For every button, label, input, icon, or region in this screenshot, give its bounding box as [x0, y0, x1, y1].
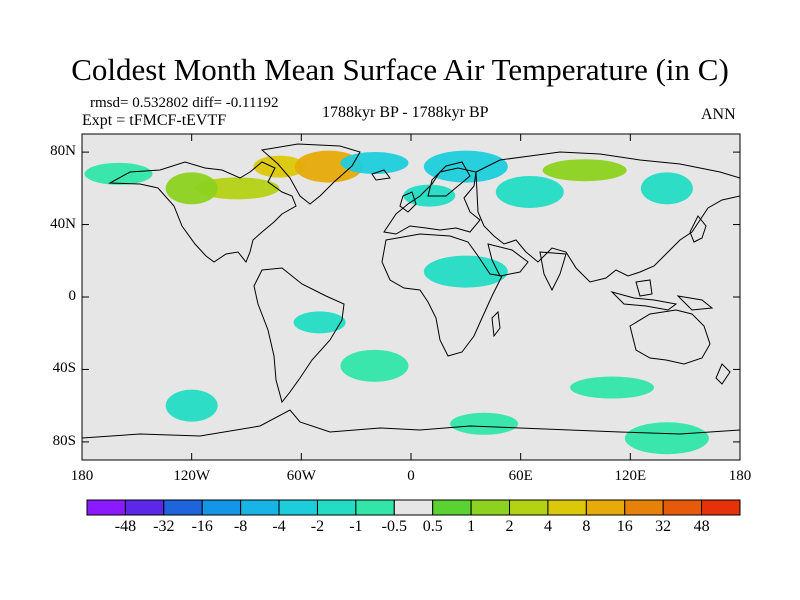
colorbar-swatch [624, 499, 664, 516]
coastline-antarctica [82, 409, 740, 439]
coastline-greenland [260, 143, 361, 205]
colorbar-swatch [163, 499, 203, 516]
coastline-madagascar [491, 310, 501, 338]
colorbar-swatch [701, 499, 741, 516]
coastline-borneo [635, 279, 653, 297]
y-tick-label: 80N [50, 143, 76, 160]
colorbar-swatch [124, 499, 165, 516]
anomaly-region [340, 151, 409, 174]
anomaly-region [165, 172, 218, 205]
coastline-iceland [371, 169, 391, 181]
coastline-south-america [253, 267, 345, 404]
colorbar-label: 16 [616, 518, 633, 535]
anomaly-region [253, 155, 306, 178]
coastline-north-america [108, 161, 297, 263]
x-tick-label: 60W [286, 468, 316, 484]
x-tick-label: 120E [614, 468, 647, 484]
period-label: 1788kyr BP - 1788kyr BP [322, 104, 489, 121]
colorbar-swatch [585, 499, 626, 516]
coastline-arabia [487, 243, 529, 277]
coastlines [82, 143, 740, 439]
colorbar [86, 499, 741, 516]
colorbar-swatch [662, 499, 703, 516]
colorbar-label: 8 [582, 518, 591, 535]
y-tick-label: 40S [52, 360, 76, 377]
colorbar-swatch [316, 499, 357, 516]
colorbar-swatch [547, 499, 587, 516]
anomaly-region [165, 389, 218, 422]
y-tick-label: 0 [68, 288, 77, 304]
experiment-label: Expt = tFMCF-tEVTF [82, 112, 227, 129]
axis-ticks [81, 134, 741, 460]
colorbar-swatch [393, 499, 434, 516]
colorbar-swatch [355, 499, 395, 516]
colorbar-label: 1 [467, 518, 476, 535]
coastline-uk [399, 191, 417, 213]
anomaly-region [423, 150, 508, 183]
stats-line: rmsd= 0.532802 diff= -0.11192 [90, 95, 279, 111]
y-tick-label: 80S [52, 432, 76, 449]
x-tick-label: 0 [407, 468, 415, 484]
colorbar-swatch [201, 499, 242, 516]
colorbar-swatch [240, 499, 280, 516]
anomaly-region [624, 422, 709, 455]
colorbar-label: 32 [655, 518, 672, 535]
colorbar-label: -32 [153, 518, 175, 535]
colorbar-label: -48 [114, 518, 137, 535]
coastline-new-zealand [715, 363, 731, 385]
anomaly-region [542, 159, 627, 182]
colorbar-swatch [509, 499, 549, 516]
colorbar-label: -4 [272, 518, 286, 535]
coastline-india [539, 251, 567, 292]
coastline-asia [475, 151, 740, 283]
anomaly-region [293, 311, 346, 334]
coastline-new-guinea [676, 295, 714, 311]
anomaly-region [195, 177, 280, 200]
coastline-indonesia [610, 291, 678, 311]
colorbar-swatch [470, 499, 511, 516]
coastline-europe [383, 167, 481, 235]
anomaly-region [570, 376, 655, 399]
colorbar-label: -2 [310, 518, 325, 535]
y-tick-label: 40N [50, 215, 76, 232]
coastline-scandinavia [427, 161, 471, 197]
coastline-africa [381, 233, 503, 357]
colorbar-swatch [432, 499, 472, 516]
colorbar-label: -8 [233, 518, 248, 535]
colorbar-swatch [86, 499, 126, 516]
x-tick-label: 180 [70, 468, 94, 484]
anomaly-region [84, 162, 153, 185]
x-tick-label: 180 [728, 468, 752, 484]
colorbar-label: -0.5 [381, 518, 407, 535]
colorbar-label: -16 [191, 518, 213, 535]
anomaly-region [423, 255, 508, 288]
colorbar-swatch [278, 499, 318, 516]
coastline-australia [629, 309, 711, 365]
map-title: Coldest Month Mean Surface Air Temperatu… [71, 52, 729, 87]
season-label: ANN [701, 106, 736, 123]
colorbar-label: 4 [543, 518, 552, 535]
colorbar-label: -1 [349, 518, 363, 535]
anomaly-region [495, 175, 564, 208]
anomaly-region [340, 349, 409, 382]
x-tick-label: 120W [173, 468, 210, 484]
x-tick-label: 60E [508, 468, 533, 484]
anomaly-region [640, 172, 693, 205]
anomaly-region [450, 412, 519, 435]
coastline-japan [689, 215, 707, 243]
colorbar-label: 0.5 [422, 518, 443, 535]
colorbar-label: 2 [505, 518, 514, 535]
colorbar-label: 48 [693, 518, 710, 535]
